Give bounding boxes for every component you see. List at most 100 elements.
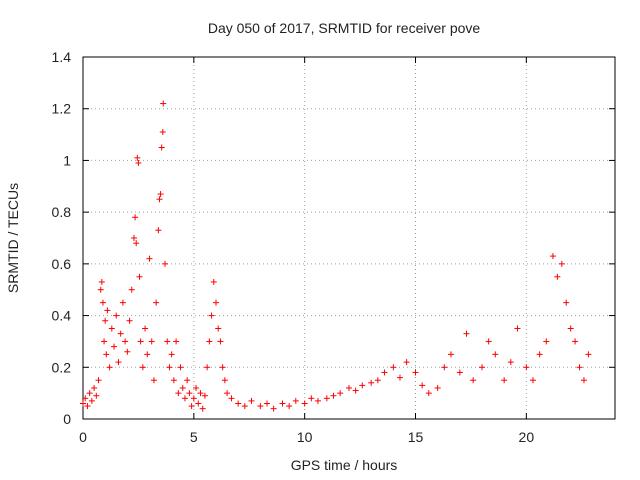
data-point [346,384,352,391]
data-point [248,397,255,404]
data-point [213,299,219,306]
data-point [190,395,197,402]
data-point [219,364,226,371]
data-point [91,384,98,391]
plot-frame [82,56,616,420]
data-point [117,330,124,337]
data-point [104,307,111,314]
data-point [270,405,277,412]
data-point [124,348,131,355]
data-point [543,338,550,345]
data-point [134,154,141,161]
data-point [133,240,140,247]
data-point [314,397,321,404]
y-tick-label: 0.2 [52,359,72,375]
data-point [201,392,208,399]
y-axis: 0 0.2 0.4 0.6 0.8 1 1.2 1.4 [52,49,615,427]
data-point [359,382,366,389]
data-point [122,338,129,345]
data-point [181,395,188,402]
data-point [102,317,109,324]
data-point [137,338,144,345]
data-point [193,384,200,391]
data-point [235,400,242,407]
data-point [549,253,556,260]
data-point [215,325,222,332]
data-point [156,196,163,203]
data-point [106,364,113,371]
data-point [337,390,344,397]
data-point [403,359,410,366]
data-point [197,390,204,397]
data-point [523,364,530,371]
data-point [168,351,175,358]
data-point [263,400,270,407]
data-point [184,377,191,384]
data-point [301,400,308,407]
data-point [485,338,492,345]
data-point [97,286,104,293]
data-point [514,325,521,332]
data-point [456,369,463,376]
data-point [563,299,570,306]
data-point [84,403,91,410]
x-tick-label: 10 [297,429,313,445]
data-point [173,338,180,345]
data-point [536,351,543,358]
data-point [308,395,315,402]
data-point [529,377,536,384]
y-tick-label: 0 [63,411,71,427]
data-point [166,364,173,371]
data-point [507,359,514,366]
x-tick-label: 15 [408,429,424,445]
data-point [162,260,169,267]
data-point [257,403,264,410]
data-point [86,390,93,397]
data-point [501,377,508,384]
data-point [567,325,574,332]
data-point [323,395,330,402]
data-point [368,379,375,386]
data-point [292,397,299,404]
y-axis-label: SRMTID / TECUs [5,183,21,293]
data-point [98,278,105,285]
data-point [447,351,454,358]
data-point [130,235,137,241]
data-point [470,377,477,384]
data-point [88,397,95,404]
data-point [210,278,217,285]
data-point [224,390,231,397]
data-point [164,338,171,345]
y-tick-label: 1.4 [52,49,72,65]
data-point [108,325,115,332]
data-point [111,343,118,350]
data-point [572,338,579,345]
data-point [101,338,108,345]
data-point [158,144,165,151]
data-point [132,214,139,221]
data-point [93,392,100,399]
data-point [146,255,153,262]
data-point [492,351,499,358]
data-point [558,260,565,267]
data-point [136,273,143,280]
data-point [195,400,202,407]
data-point [135,160,142,167]
data-point [188,403,195,410]
data-point [206,338,213,345]
data-point [374,377,381,384]
data-point [103,351,110,358]
y-tick-label: 0.6 [52,256,72,272]
data-point [585,351,592,358]
data-point [554,273,561,280]
data-point [479,364,485,371]
data-point [580,377,587,384]
data-point [286,403,293,410]
data-point [241,403,248,410]
data-point [463,330,470,337]
data-point [352,387,359,394]
data-point [179,384,186,391]
data-point [80,400,86,407]
data-point [330,392,337,399]
